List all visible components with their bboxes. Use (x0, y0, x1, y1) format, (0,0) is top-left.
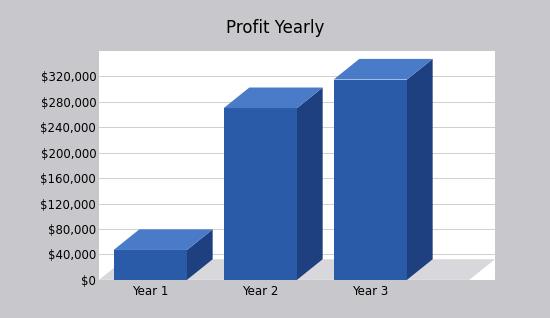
Polygon shape (334, 80, 407, 280)
Polygon shape (297, 87, 323, 280)
Polygon shape (114, 229, 213, 250)
Polygon shape (224, 87, 323, 108)
Polygon shape (224, 108, 297, 280)
Polygon shape (114, 250, 187, 280)
Polygon shape (187, 229, 213, 280)
Text: Profit Yearly: Profit Yearly (226, 19, 324, 37)
Polygon shape (407, 59, 433, 280)
Polygon shape (334, 59, 433, 80)
Polygon shape (99, 259, 495, 280)
